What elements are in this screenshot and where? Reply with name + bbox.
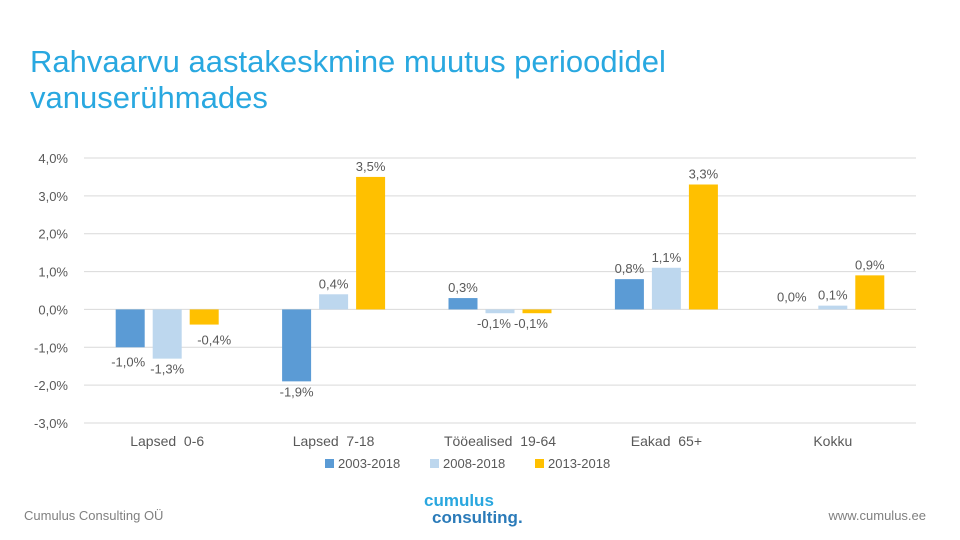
y-tick-label: 4,0%	[38, 151, 68, 166]
data-label: 0,9%	[855, 257, 885, 272]
bar-2003-2018-1	[282, 309, 312, 382]
legend-swatch	[535, 459, 544, 468]
bar-2008-2018-0	[152, 309, 182, 359]
title-line-2: vanuserühmades	[30, 80, 268, 115]
footer-company: Cumulus Consulting OÜ	[24, 508, 164, 523]
data-label: -0,1%	[477, 316, 511, 331]
data-label: 0,3%	[448, 280, 478, 295]
bar-2008-2018-3	[651, 267, 681, 310]
y-tick-label: 2,0%	[38, 227, 68, 242]
data-label: -1,3%	[150, 362, 184, 377]
bar-2013-2018-4	[855, 275, 885, 310]
bar-2013-2018-2	[522, 309, 552, 314]
x-category-label: Kokku	[813, 433, 852, 449]
legend-entry: 2013-2018	[548, 456, 610, 471]
bar-2013-2018-3	[688, 184, 718, 310]
data-label: 0,1%	[818, 288, 848, 303]
legend-swatch	[430, 459, 439, 468]
x-category-label: Lapsed 7-18	[293, 433, 375, 449]
bar-2003-2018-2	[448, 298, 478, 310]
footer-website-link[interactable]: www.cumulus.ee	[828, 508, 926, 523]
y-tick-label: -3,0%	[34, 416, 68, 431]
y-tick-label: 3,0%	[38, 189, 68, 204]
bar-2008-2018-4	[818, 305, 848, 310]
data-label: -1,0%	[111, 354, 145, 369]
bar-2003-2018-0	[115, 309, 145, 348]
x-category-label: Lapsed 0-6	[130, 433, 204, 449]
legend-entry: 2008-2018	[443, 456, 505, 471]
y-tick-label: -2,0%	[34, 378, 68, 393]
legend-entry: 2003-2018	[338, 456, 400, 471]
company-logo: cumulus consulting.	[424, 492, 544, 526]
data-label: -0,4%	[197, 333, 231, 348]
bar-2008-2018-1	[319, 294, 349, 310]
bar-chart: 4,0% 3,0% 2,0% 1,0% 0,0% -1,0% -2,0% -3,0% -1,0%…	[34, 151, 916, 471]
data-label: 3,3%	[689, 167, 719, 182]
bar-2013-2018-1	[356, 176, 386, 310]
y-tick-label: -1,0%	[34, 340, 68, 355]
title-line-1: Rahvaarvu aastakeskmine muutus perioodid…	[30, 44, 666, 79]
logo-word-consulting: consulting.	[432, 508, 523, 527]
legend-swatch	[325, 459, 334, 468]
data-label: 0,0%	[777, 289, 807, 304]
bar-2013-2018-0	[189, 309, 219, 325]
page-title: Rahvaarvu aastakeskmine muutus perioodid…	[30, 44, 910, 116]
data-label: 1,1%	[652, 250, 682, 265]
x-category-label: Tööealised 19-64	[444, 433, 556, 449]
data-label: 0,8%	[615, 261, 645, 276]
data-label: 0,4%	[319, 276, 349, 291]
logo-word-cumulus: cumulus	[424, 491, 494, 510]
data-label: 3,5%	[356, 159, 386, 174]
y-tick-label: 0,0%	[38, 302, 68, 317]
data-label: -0,1%	[514, 316, 548, 331]
bar-2008-2018-2	[485, 309, 515, 314]
bar-2003-2018-3	[614, 279, 644, 310]
data-label: -1,9%	[280, 384, 314, 399]
x-category-label: Eakad 65+	[631, 433, 702, 449]
y-tick-label: 1,0%	[38, 265, 68, 280]
